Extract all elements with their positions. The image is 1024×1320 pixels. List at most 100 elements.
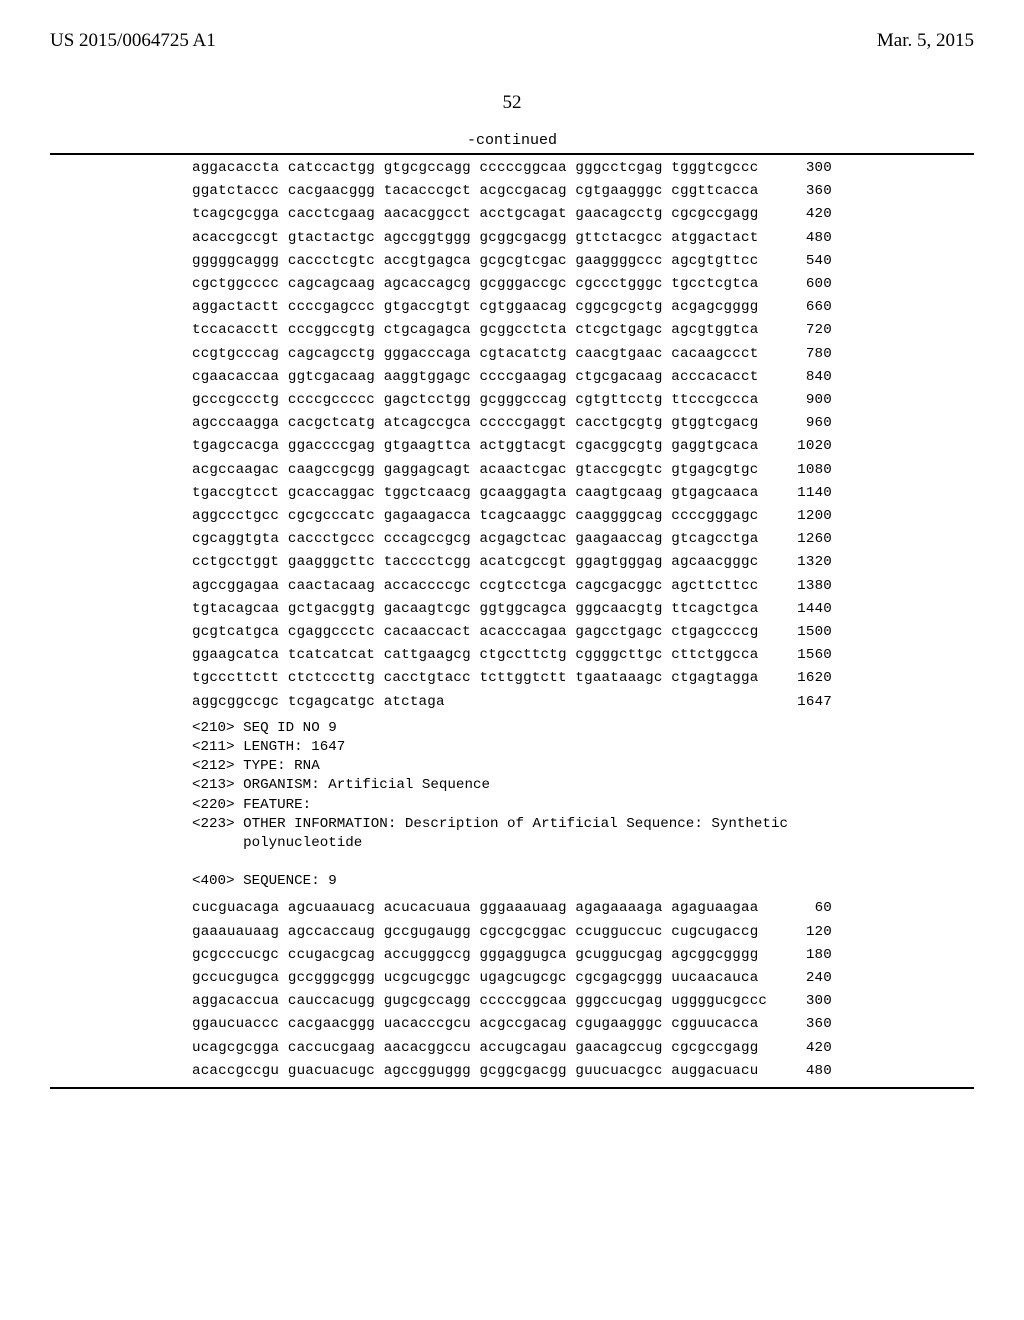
sequence-position: 1020 [782, 439, 832, 453]
sequence-row: cgaacaccaa ggtcgacaag aaggtggagc ccccgaa… [192, 370, 832, 384]
sequence-bases: acaccgccgt gtactactgc agccggtggg gcggcga… [192, 231, 758, 245]
sequence-bases: cgctggcccc cagcagcaag agcaccagcg gcgggac… [192, 277, 758, 291]
sequence-position: 480 [782, 231, 832, 245]
rule-top [50, 153, 974, 155]
sequence-position: 780 [782, 347, 832, 361]
sequence-row: gaaauauaag agccaccaug gccgugaugg cgccgcg… [192, 925, 832, 939]
sequence-position: 240 [782, 971, 832, 985]
sequence-bases: agccggagaa caactacaag accaccccgc ccgtcct… [192, 579, 758, 593]
sequence-position: 660 [782, 300, 832, 314]
sequence-bases: gaaauauaag agccaccaug gccgugaugg cgccgcg… [192, 925, 758, 939]
sequence-position: 1200 [782, 509, 832, 523]
sequence-position: 1140 [782, 486, 832, 500]
sequence-row: aggcggccgc tcgagcatgc atctaga 1647 [192, 695, 832, 709]
sequence-row: ucagcgcgga caccucgaag aacacggccu accugca… [192, 1041, 832, 1055]
sequence-row: tgcccttctt ctctcccttg cacctgtacc tcttggt… [192, 671, 832, 685]
sequence-position: 480 [782, 1064, 832, 1078]
sequence-bases: ggatctaccc cacgaacggg tacacccgct acgccga… [192, 184, 758, 198]
continued-label: -continued [50, 132, 974, 149]
sequence-position: 1320 [782, 555, 832, 569]
sequence-position: 60 [782, 901, 832, 915]
sequence-position: 960 [782, 416, 832, 430]
sequence-bases: tccacacctt cccggccgtg ctgcagagca gcggcct… [192, 323, 758, 337]
sequence-position: 420 [782, 207, 832, 221]
sequence-row: cgctggcccc cagcagcaag agcaccagcg gcgggac… [192, 277, 832, 291]
sequence-position: 420 [782, 1041, 832, 1055]
sequence-bases: gcgcccucgc ccugacgcag accugggccg gggaggu… [192, 948, 758, 962]
sequence-bases: aggacaccta catccactgg gtgcgccagg cccccgg… [192, 161, 758, 175]
sequence-bases: acgccaagac caagccgcgg gaggagcagt acaactc… [192, 463, 758, 477]
sequence-bases: tcagcgcgga cacctcgaag aacacggcct acctgca… [192, 207, 758, 221]
sequence-position: 840 [782, 370, 832, 384]
sequence-bases: gcccgccctg ccccgccccc gagctcctgg gcgggcc… [192, 393, 758, 407]
sequence-bases: aggactactt ccccgagccc gtgaccgtgt cgtggaa… [192, 300, 758, 314]
sequence-bases: gcgtcatgca cgaggccctc cacaaccact acaccca… [192, 625, 758, 639]
sequence-position: 1080 [782, 463, 832, 477]
sequence-row: tgagccacga ggaccccgag gtgaagttca actggta… [192, 439, 832, 453]
sequence-row: tgtacagcaa gctgacggtg gacaagtcgc ggtggca… [192, 602, 832, 616]
sequence-bases: tgagccacga ggaccccgag gtgaagttca actggta… [192, 439, 758, 453]
sequence-position: 360 [782, 1017, 832, 1031]
sequence-position: 1380 [782, 579, 832, 593]
sequence-bases: ccgtgcccag cagcagcctg gggacccaga cgtacat… [192, 347, 758, 361]
sequence-bases: tgtacagcaa gctgacggtg gacaagtcgc ggtggca… [192, 602, 758, 616]
sequence-row: tgaccgtcct gcaccaggac tggctcaacg gcaagga… [192, 486, 832, 500]
sequence-bases: agcccaagga cacgctcatg atcagccgca cccccga… [192, 416, 758, 430]
sequence-block-2: cucguacaga agcuaauacg acucacuaua gggaaau… [192, 901, 832, 1078]
sequence-bases: cgcaggtgta caccctgccc cccagccgcg acgagct… [192, 532, 758, 546]
sequence-position: 1260 [782, 532, 832, 546]
sequence-row: agcccaagga cacgctcatg atcagccgca cccccga… [192, 416, 832, 430]
pub-number: US 2015/0064725 A1 [50, 30, 216, 52]
rule-bottom [50, 1087, 974, 1089]
sequence-position: 300 [782, 994, 832, 1008]
sequence-row: cctgcctggt gaagggcttc tacccctcgg acatcgc… [192, 555, 832, 569]
sequence-row: gcgcccucgc ccugacgcag accugggccg gggaggu… [192, 948, 832, 962]
sequence-row: aggacaccta catccactgg gtgcgccagg cccccgg… [192, 161, 832, 175]
sequence-position: 1647 [782, 695, 832, 709]
sequence-position: 360 [782, 184, 832, 198]
sequence-row: aggactactt ccccgagccc gtgaccgtgt cgtggaa… [192, 300, 832, 314]
sequence-row: agccggagaa caactacaag accaccccgc ccgtcct… [192, 579, 832, 593]
sequence-row: aggacaccua cauccacugg gugcgccagg cccccgg… [192, 994, 832, 1008]
sequence-row: acaccgccgu guacuacugc agccgguggg gcggcga… [192, 1064, 832, 1078]
sequence-bases: aggccctgcc cgcgcccatc gagaagacca tcagcaa… [192, 509, 758, 523]
sequence-bases: ggaagcatca tcatcatcat cattgaagcg ctgcctt… [192, 648, 758, 662]
pub-date: Mar. 5, 2015 [877, 30, 974, 52]
sequence-row: gcccgccctg ccccgccccc gagctcctgg gcgggcc… [192, 393, 832, 407]
sequence-row: tcagcgcgga cacctcgaag aacacggcct acctgca… [192, 207, 832, 221]
sequence-position: 1500 [782, 625, 832, 639]
sequence-row: ggaagcatca tcatcatcat cattgaagcg ctgcctt… [192, 648, 832, 662]
sequence-bases: ggaucuaccc cacgaacggg uacacccgcu acgccga… [192, 1017, 758, 1031]
sequence-meta: <210> SEQ ID NO 9 <211> LENGTH: 1647 <21… [192, 719, 832, 892]
sequence-row: ggaucuaccc cacgaacggg uacacccgcu acgccga… [192, 1017, 832, 1031]
sequence-row: tccacacctt cccggccgtg ctgcagagca gcggcct… [192, 323, 832, 337]
sequence-position: 120 [782, 925, 832, 939]
sequence-bases: aggacaccua cauccacugg gugcgccagg cccccgg… [192, 994, 767, 1008]
page: US 2015/0064725 A1 Mar. 5, 2015 52 -cont… [0, 0, 1024, 1320]
sequence-block-1: aggacaccta catccactgg gtgcgccagg cccccgg… [192, 161, 832, 709]
sequence-row: ggatctaccc cacgaacggg tacacccgct acgccga… [192, 184, 832, 198]
sequence-position: 1440 [782, 602, 832, 616]
sequence-bases: tgcccttctt ctctcccttg cacctgtacc tcttggt… [192, 671, 758, 685]
page-number: 52 [50, 92, 974, 114]
sequence-row: gccucgugca gccgggcggg ucgcugcggc ugagcug… [192, 971, 832, 985]
header: US 2015/0064725 A1 Mar. 5, 2015 [50, 30, 974, 52]
sequence-bases: aggcggccgc tcgagcatgc atctaga [192, 695, 445, 709]
sequence-bases: gggggcaggg caccctcgtc accgtgagca gcgcgtc… [192, 254, 758, 268]
sequence-row: cgcaggtgta caccctgccc cccagccgcg acgagct… [192, 532, 832, 546]
sequence-position: 720 [782, 323, 832, 337]
sequence-row: gcgtcatgca cgaggccctc cacaaccact acaccca… [192, 625, 832, 639]
sequence-position: 900 [782, 393, 832, 407]
sequence-position: 540 [782, 254, 832, 268]
sequence-position: 600 [782, 277, 832, 291]
sequence-bases: gccucgugca gccgggcggg ucgcugcggc ugagcug… [192, 971, 758, 985]
sequence-bases: cucguacaga agcuaauacg acucacuaua gggaaau… [192, 901, 758, 915]
sequence-position: 300 [782, 161, 832, 175]
sequence-bases: acaccgccgu guacuacugc agccgguggg gcggcga… [192, 1064, 758, 1078]
sequence-row: acaccgccgt gtactactgc agccggtggg gcggcga… [192, 231, 832, 245]
sequence-position: 1560 [782, 648, 832, 662]
sequence-bases: cgaacaccaa ggtcgacaag aaggtggagc ccccgaa… [192, 370, 758, 384]
sequence-row: acgccaagac caagccgcgg gaggagcagt acaactc… [192, 463, 832, 477]
sequence-position: 180 [782, 948, 832, 962]
sequence-row: ccgtgcccag cagcagcctg gggacccaga cgtacat… [192, 347, 832, 361]
